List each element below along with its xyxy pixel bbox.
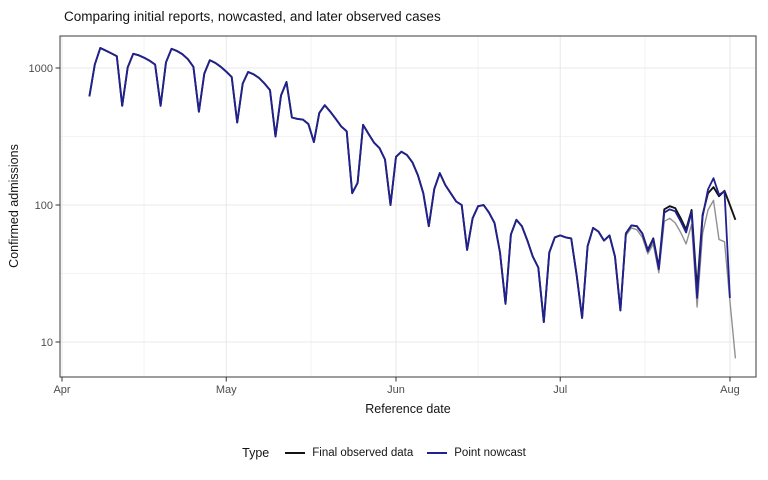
x-axis-title: Reference date	[365, 402, 451, 416]
legend-key-line-point-nowcast	[427, 452, 448, 454]
legend-item-point-nowcast: Point nowcast	[427, 447, 526, 459]
legend-items: Final observed data Point nowcast	[285, 447, 526, 459]
y-axis-title: Confirmed admissions	[7, 144, 21, 268]
series-line-point-nowcast	[88, 47, 731, 323]
x-tick-label: Aug	[720, 384, 740, 396]
legend-item-final-observed-data: Final observed data	[285, 447, 413, 459]
tick-marks	[55, 67, 731, 382]
x-tick-label: Jun	[387, 384, 405, 396]
panel-background	[60, 36, 756, 377]
panel-border	[59, 35, 757, 378]
legend-title: Type	[242, 446, 270, 460]
x-tick-label: Jul	[553, 384, 567, 396]
legend: Type Final observed data Point nowcast	[0, 446, 768, 460]
y-tick-label: 1000	[29, 63, 53, 75]
y-tick-label: 100	[35, 200, 53, 212]
x-tick-label: Apr	[53, 384, 70, 396]
chart-title: Comparing initial reports, nowcasted, an…	[64, 9, 441, 24]
y-tick-label: 10	[41, 337, 53, 349]
legend-label: Point nowcast	[454, 447, 526, 459]
series-lines	[88, 47, 737, 359]
x-tick-label: May	[216, 384, 237, 396]
legend-key-line-final-observed-data	[285, 452, 306, 454]
legend-label: Final observed data	[312, 447, 414, 459]
